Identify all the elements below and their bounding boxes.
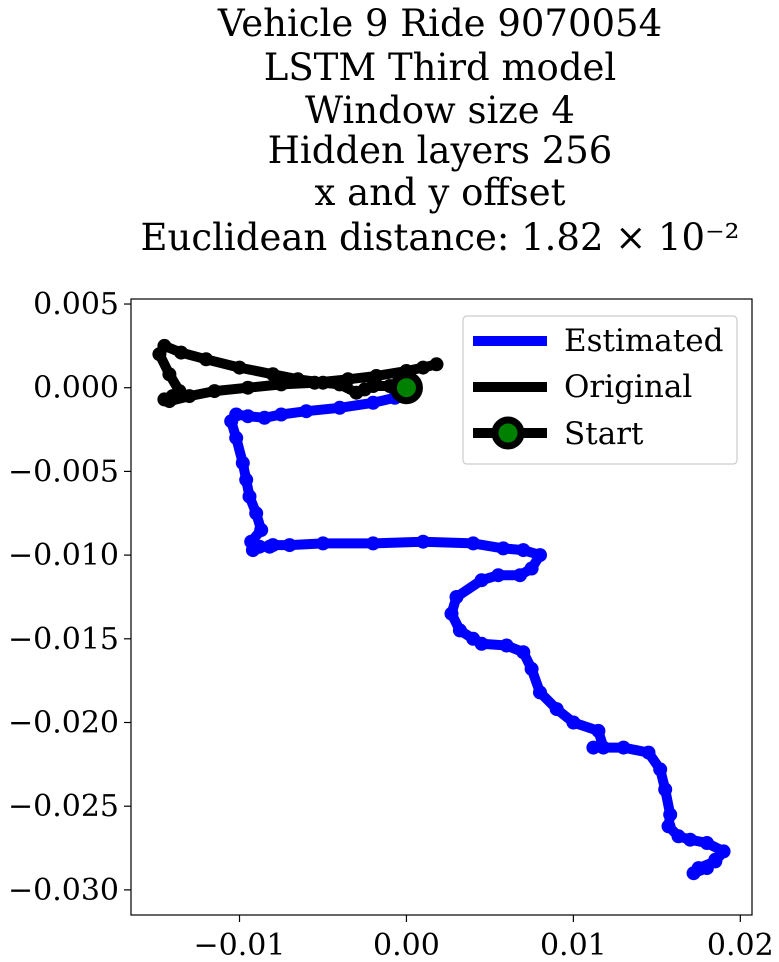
series-original-point [416,360,431,375]
series-estimated-point [282,538,297,553]
series-estimated-point [661,819,676,834]
series-estimated-point [671,829,686,844]
series-estimated-point [366,395,381,410]
series-estimated-point [474,573,489,588]
series-estimated-point [533,685,547,700]
series-original-point [429,357,444,372]
series-original-point [240,380,255,395]
y-tick-label: −0.005 [8,454,119,489]
y-tick-label: −0.010 [8,538,119,573]
series-estimated-point [566,715,581,730]
series-estimated-point [252,539,267,554]
series-estimated-point [524,661,539,676]
series-original-point [162,394,177,409]
title-line-1: Vehicle 9 Ride 9070054 [217,2,662,45]
series-estimated-point [229,430,244,445]
series-estimated-point [699,836,714,850]
x-tick-label: −0.01 [194,928,286,962]
series-estimated-point [658,782,673,797]
legend: Estimated Original Start [462,315,738,465]
axes: −0.01 0.00 0.01 0.02 0.005 0.000 −0.005 −0.010 −… [8,287,774,962]
y-tick-label: −0.020 [8,706,119,741]
y-tick-label: 0.005 [33,287,119,322]
series-original-point [274,377,289,392]
series-estimated-point [239,472,254,487]
series-estimated-point [416,534,431,549]
x-tick-label: 0.02 [707,928,774,962]
series-estimated-point [274,407,289,422]
series-estimated-point [549,702,564,717]
series-estimated-point [499,638,514,653]
series-estimated-point [449,590,464,604]
series-estimated-point [224,414,239,429]
series-estimated-point [516,645,531,660]
series-estimated-point [452,623,467,638]
series-estimated-point [466,536,481,551]
title-line-3: Window size 4 [305,89,575,132]
series-estimated-point [513,568,527,583]
legend-start-marker [491,416,525,450]
series-estimated-point [474,636,489,651]
series-estimated-point [366,536,381,551]
series-estimated-point [591,723,606,738]
legend-original-label: Original [564,369,692,405]
series-estimated-point [616,740,631,755]
title-line-4: Hidden layers 256 [268,129,613,172]
x-tick-label: 0.00 [373,928,440,962]
series-estimated-point [683,832,698,847]
series-estimated-point [686,866,701,881]
title-line-2: LSTM Third model [264,46,617,89]
series-estimated-point [299,404,314,419]
series-estimated-point [235,456,250,470]
y-tick-label: −0.030 [8,873,119,908]
plot-area [152,338,731,881]
series-estimated-point [242,489,257,504]
series-estimated-point [516,543,531,558]
series-original-point [152,347,167,362]
series-estimated-point [533,548,547,563]
legend-estimated-label: Estimated [564,323,723,359]
series-original-point [341,372,355,387]
series-original-point [349,385,364,400]
series-original-point [232,360,247,375]
title-line-5: x and y offset [315,171,566,214]
chart-title: Vehicle 9 Ride 9070054 LSTM Third model … [141,2,740,259]
y-tick-label: 0.000 [33,371,119,406]
series-estimated-point [663,807,678,822]
series-estimated-point [249,506,264,521]
x-tick-label: 0.01 [540,928,607,962]
series-original-point [207,384,222,399]
series-original-point [199,352,214,367]
series-original-point [265,367,280,382]
series-estimated-point [444,606,459,621]
plot-frame [130,298,753,916]
series-estimated-point [653,762,668,777]
series-estimated-point [332,400,347,415]
series-estimated-point [586,740,601,755]
legend-start-label: Start [564,416,644,452]
series-estimated-point [491,568,506,583]
series-estimated-point [524,561,539,576]
series-estimated-point [316,536,330,551]
series-estimated-point [257,410,272,425]
series-estimated-point [265,538,280,553]
series-estimated-point [596,740,611,755]
series-original-point [174,345,189,360]
series-estimated-point [496,541,511,556]
start-marker [389,371,423,405]
series-estimated-point [708,852,723,867]
title-line-6: Euclidean distance: 1.82 × 10⁻² [141,216,740,259]
legend-box [462,315,738,465]
series-estimated-point [641,745,656,760]
y-tick-label: −0.015 [8,622,119,657]
series-estimated-point [254,523,269,537]
series-original-point [369,369,384,383]
y-tick-label: −0.025 [8,789,119,824]
series-original-point [307,375,322,390]
series-original-point [290,372,305,387]
series-original-point [162,367,177,382]
series-original-point [182,389,197,404]
series-estimated-point [240,409,255,424]
